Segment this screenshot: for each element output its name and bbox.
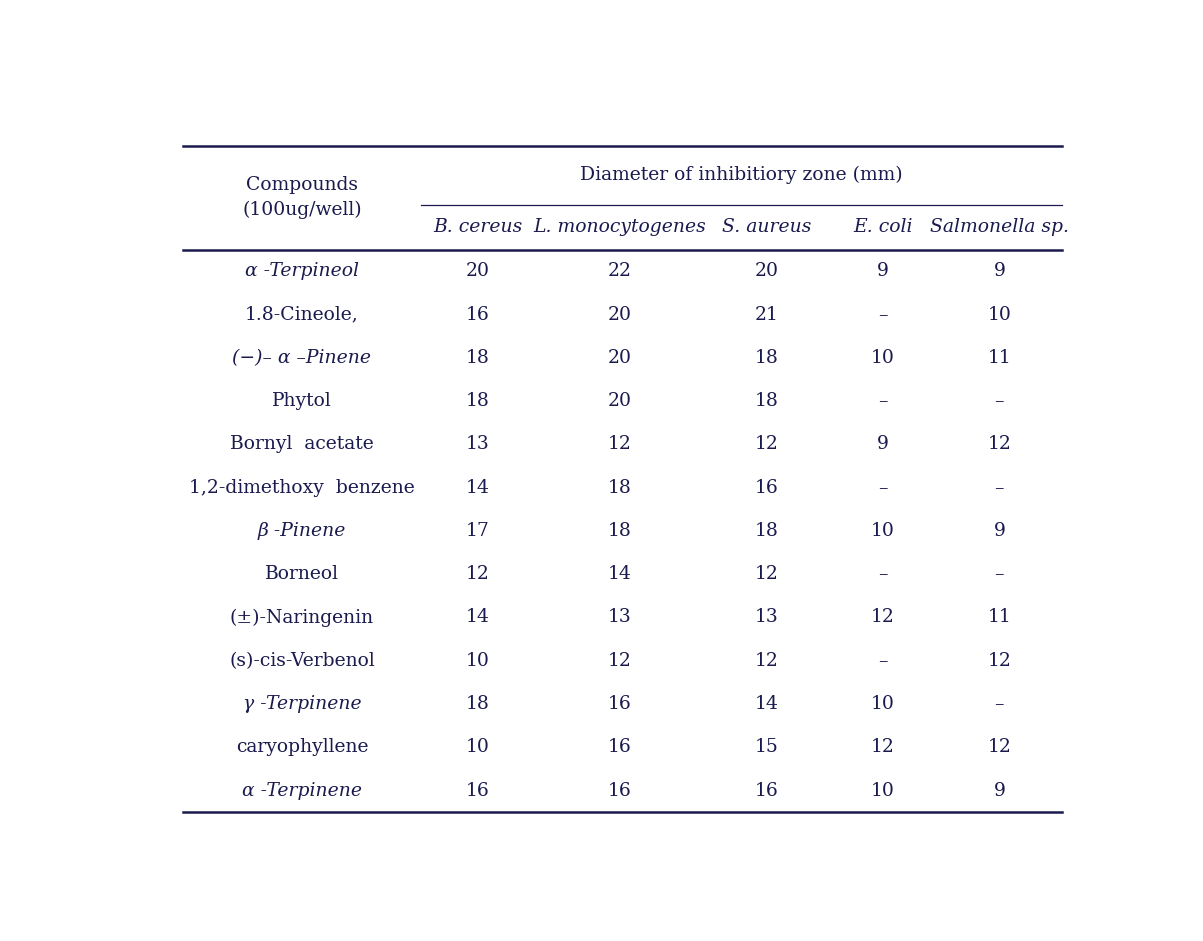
Text: –: –	[878, 392, 888, 410]
Text: 12: 12	[608, 436, 632, 454]
Text: 17: 17	[466, 522, 490, 540]
Text: 10: 10	[871, 695, 895, 713]
Text: 15: 15	[754, 739, 778, 757]
Text: B. cereus: B. cereus	[433, 218, 522, 236]
Text: 10: 10	[988, 306, 1012, 324]
Text: 9: 9	[877, 436, 889, 454]
Text: 10: 10	[871, 782, 895, 800]
Text: Compounds
(100ug/well): Compounds (100ug/well)	[242, 176, 362, 219]
Text: 12: 12	[871, 609, 895, 627]
Text: 21: 21	[754, 306, 778, 324]
Text: 10: 10	[466, 739, 490, 757]
Text: Diameter of inhibitiory zone (mm): Diameter of inhibitiory zone (mm)	[580, 167, 903, 184]
Text: 16: 16	[466, 306, 490, 324]
Text: 14: 14	[608, 566, 632, 583]
Text: γ -Terpinene: γ -Terpinene	[243, 695, 361, 713]
Text: Bornyl  acetate: Bornyl acetate	[230, 436, 374, 454]
Text: 18: 18	[754, 349, 778, 367]
Text: 12: 12	[466, 566, 490, 583]
Text: α -Terpineol: α -Terpineol	[245, 263, 358, 280]
Text: –: –	[995, 479, 1005, 497]
Text: 18: 18	[608, 522, 632, 540]
Text: 11: 11	[988, 609, 1012, 627]
Text: 1.8-Cineole,: 1.8-Cineole,	[245, 306, 358, 324]
Text: 12: 12	[988, 436, 1012, 454]
Text: E. coli: E. coli	[853, 218, 912, 236]
Text: 16: 16	[608, 782, 632, 800]
Text: 20: 20	[608, 306, 632, 324]
Text: 12: 12	[988, 652, 1012, 670]
Text: –: –	[995, 392, 1005, 410]
Text: 16: 16	[754, 479, 778, 497]
Text: 12: 12	[608, 652, 632, 670]
Text: 20: 20	[466, 263, 490, 280]
Text: L. monocytogenes: L. monocytogenes	[533, 218, 706, 236]
Text: 13: 13	[754, 609, 778, 627]
Text: caryophyllene: caryophyllene	[236, 739, 368, 757]
Text: 20: 20	[754, 263, 778, 280]
Text: –: –	[995, 695, 1005, 713]
Text: 9: 9	[994, 263, 1006, 280]
Text: 18: 18	[754, 522, 778, 540]
Text: 9: 9	[994, 782, 1006, 800]
Text: 14: 14	[466, 609, 490, 627]
Text: 18: 18	[466, 392, 490, 410]
Text: 14: 14	[466, 479, 490, 497]
Text: (±)-Naringenin: (±)-Naringenin	[230, 609, 374, 627]
Text: 20: 20	[608, 392, 632, 410]
Text: Phytol: Phytol	[272, 392, 332, 410]
Text: –: –	[878, 652, 888, 670]
Text: 14: 14	[754, 695, 778, 713]
Text: 13: 13	[608, 609, 632, 627]
Text: β -Pinene: β -Pinene	[257, 522, 346, 540]
Text: 22: 22	[608, 263, 632, 280]
Text: –: –	[878, 306, 888, 324]
Text: –: –	[878, 479, 888, 497]
Text: 9: 9	[994, 522, 1006, 540]
Text: 9: 9	[877, 263, 889, 280]
Text: –: –	[995, 566, 1005, 583]
Text: 1,2-dimethoxy  benzene: 1,2-dimethoxy benzene	[189, 479, 415, 497]
Text: S. aureus: S. aureus	[722, 218, 811, 236]
Text: 12: 12	[871, 739, 895, 757]
Text: 16: 16	[754, 782, 778, 800]
Text: 16: 16	[466, 782, 490, 800]
Text: (s)-cis-Verbenol: (s)-cis-Verbenol	[229, 652, 375, 670]
Text: –: –	[878, 566, 888, 583]
Text: 16: 16	[608, 739, 632, 757]
Text: Borneol: Borneol	[265, 566, 339, 583]
Text: 10: 10	[871, 349, 895, 367]
Text: 10: 10	[466, 652, 490, 670]
Text: 12: 12	[754, 566, 778, 583]
Text: 12: 12	[754, 436, 778, 454]
Text: 12: 12	[754, 652, 778, 670]
Text: Salmonella sp.: Salmonella sp.	[930, 218, 1068, 236]
Text: 18: 18	[466, 695, 490, 713]
Text: 12: 12	[988, 739, 1012, 757]
Text: 18: 18	[608, 479, 632, 497]
Text: 16: 16	[608, 695, 632, 713]
Text: 18: 18	[754, 392, 778, 410]
Text: 13: 13	[466, 436, 490, 454]
Text: 18: 18	[466, 349, 490, 367]
Text: 10: 10	[871, 522, 895, 540]
Text: α -Terpinene: α -Terpinene	[242, 782, 362, 800]
Text: 20: 20	[608, 349, 632, 367]
Text: (−)– α –Pinene: (−)– α –Pinene	[232, 349, 372, 367]
Text: 11: 11	[988, 349, 1012, 367]
